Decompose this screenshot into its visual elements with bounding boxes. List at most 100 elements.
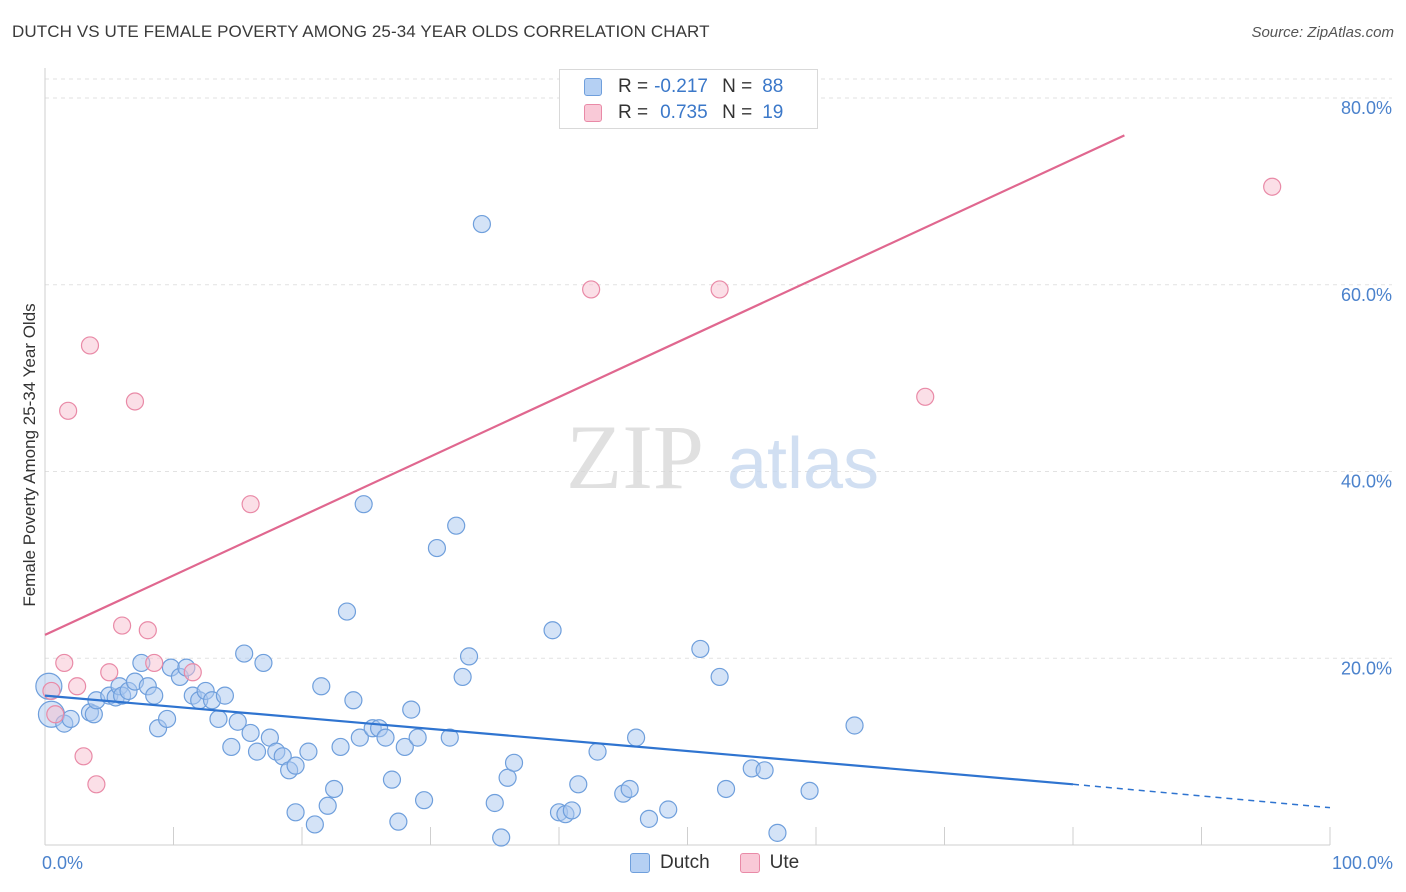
ute-r-label: R = [618,102,649,123]
dutch-point-17 [157,709,177,729]
dutch-point-43 [325,779,344,799]
ute-n-label: N = [722,102,753,123]
dutch-point-63 [472,214,491,234]
ute-point-10 [125,392,145,411]
stats-legend: R = -0.217 N = 88 R = 0.735 N = 19 [559,69,818,129]
watermark-atlas: atlas [727,424,879,504]
dutch-point-78 [659,800,678,819]
dutch-point-38 [286,803,305,822]
dutch-point-27 [222,737,241,757]
dutch-point-80 [710,667,729,687]
ute-r-value: 0.735 [660,102,708,123]
x-tick-label-0: 0.0% [42,853,83,873]
tick-labels: 20.0% 40.0% 60.0% 80.0% 0.0% 100.0% [42,98,1393,873]
dutch-point-56 [408,728,427,747]
y-tick-label-60: 60.0% [1341,285,1392,305]
dutch-point-41 [312,677,331,696]
dutch-point-30 [241,723,260,743]
dutch-point-54 [395,737,414,757]
dutch-point-25 [209,709,228,729]
ute-point-1 [46,705,65,724]
y-axis-label: Female Poverty Among 25-34 Year Olds [20,303,39,606]
dutch-point-48 [354,495,373,514]
dutch-point-53 [389,812,408,831]
dutch-point-26 [215,686,234,705]
dutch-point-86 [845,716,864,735]
dutch-point-72 [569,775,588,794]
dutch-point-59 [440,728,459,747]
dutch-point-52 [382,770,402,789]
dutch-point-64 [485,793,504,813]
ute-point-8 [100,663,119,682]
dutch-trend-line [44,694,1074,786]
ute-point-17 [916,387,935,406]
dutch-point-68 [543,621,562,640]
ute-point-6 [80,336,100,355]
ute-point-2 [55,653,74,673]
dutch-point-67 [504,753,524,772]
dutch-point-32 [254,653,273,673]
dutch-point-42 [318,796,337,815]
dutch-point-61 [453,667,472,687]
ute-point-5 [74,747,93,766]
dutch-point-77 [639,809,659,828]
dutch-point-37 [286,756,305,775]
series-legend: Dutch Ute [630,852,829,874]
dutch-point-83 [755,761,774,780]
dutch-point-85 [800,781,819,800]
legend-item-dutch: Dutch [630,852,710,874]
dutch-point-44 [331,737,350,757]
dutch-point-29 [235,644,254,663]
ute-point-9 [112,616,132,635]
dutch-point-58 [427,538,447,558]
ute-points [42,177,1282,794]
x-tick-label-100: 100.0% [1332,853,1393,873]
dutch-trend-extension [1072,783,1331,809]
dutch-n-label: N = [722,76,753,97]
dutch-point-55 [402,700,421,719]
dutch-r-value: -0.217 [654,76,708,97]
legend-item-ute: Ute [739,852,800,874]
dutch-point-84 [768,823,787,842]
ute-point-7 [87,775,106,794]
y-tick-label-80: 80.0% [1341,98,1392,118]
dutch-point-60 [447,516,466,535]
y-tick-label-20: 20.0% [1341,658,1392,678]
ute-legend-label: Ute [769,852,800,873]
dutch-point-39 [299,742,318,761]
dutch-point-47 [350,728,369,747]
ute-point-4 [68,677,87,696]
dutch-point-46 [344,691,363,710]
dutch-legend-label: Dutch [660,852,710,873]
dutch-point-76 [626,728,646,747]
legend-row-dutch: R = -0.217 N = 88 [584,74,783,100]
trend-lines [44,134,1331,809]
dutch-legend-swatch [630,853,650,873]
dutch-swatch [584,78,602,96]
dutch-r-label: R = [618,76,649,97]
ute-n-value: 19 [762,102,784,123]
dutch-points [35,214,864,847]
legend-row-ute: R = 0.735 N = 19 [584,100,783,126]
ute-point-18 [1263,177,1282,196]
dutch-point-73 [588,742,607,761]
dutch-point-75 [620,779,639,799]
watermark: ZIP atlas [566,406,879,508]
dutch-point-62 [459,647,479,666]
dutch-point-79 [691,639,710,659]
ute-point-3 [59,401,78,420]
ute-point-13 [183,663,202,682]
watermark-zip: ZIP [566,406,704,508]
dutch-point-45 [337,602,357,621]
y-tick-label-40: 40.0% [1341,472,1392,492]
dutch-point-51 [376,728,395,747]
ute-trend-line [44,134,1125,636]
dutch-point-71 [562,801,581,820]
dutch-point-40 [305,815,324,834]
dutch-point-57 [414,791,434,810]
ute-point-16 [710,280,729,299]
dutch-point-65 [492,828,511,847]
ute-point-15 [582,280,601,299]
chart-source: Source: ZipAtlas.com [1251,24,1394,41]
